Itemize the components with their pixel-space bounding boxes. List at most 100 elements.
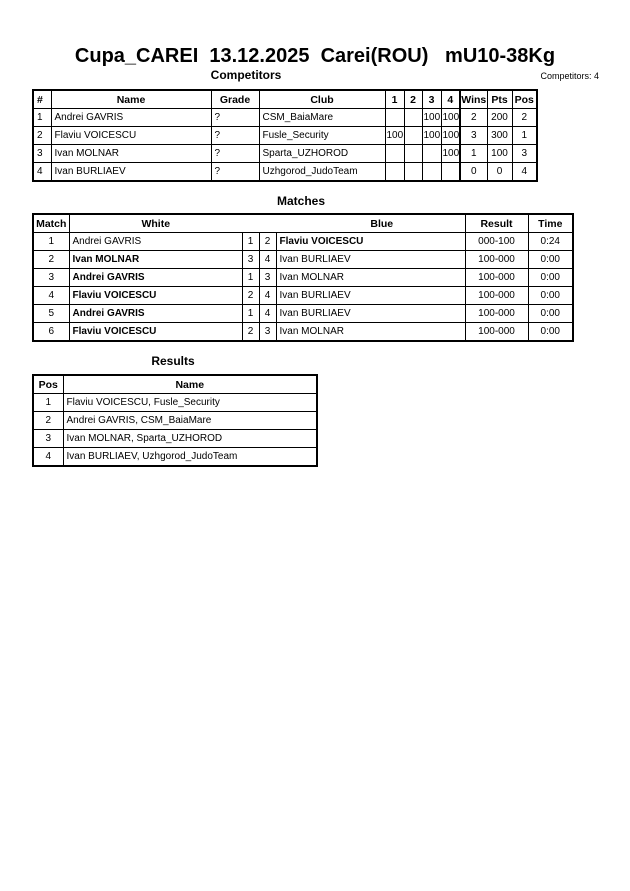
table-cell <box>421 162 442 182</box>
table-row: 2 Flaviu VOICESCU? Fusle_Security 100 100 100… <box>32 126 538 145</box>
white-index: 2 <box>241 322 260 342</box>
match-time: 0:00 <box>527 322 574 342</box>
col-header: Grade <box>210 89 260 109</box>
table-row: 3 Ivan MOLNAR? Sparta_UZHOROD 100 1 100 3 <box>32 144 538 163</box>
competitors-table: # Name Grade Club 1 2 3 4 Wins Pts Pos 1 Andrei GAV… <box>32 89 538 182</box>
match-result: 100-000 <box>464 322 529 342</box>
result-position: 4 <box>32 447 64 467</box>
table-cell: 1 <box>511 126 538 145</box>
blue-index: 4 <box>258 286 277 305</box>
match-time: 0:24 <box>527 232 574 251</box>
table-cell <box>403 108 423 127</box>
table-cell: 2 <box>32 126 52 145</box>
competitors-heading: Competitors <box>210 68 282 82</box>
result-position: 3 <box>32 429 64 448</box>
table-cell: ? <box>210 126 260 145</box>
result-position: 1 <box>32 393 64 412</box>
blue-player: Ivan MOLNAR <box>275 268 466 287</box>
table-row: 4 Flaviu VOICESCU 2 4 Ivan BURLIAEV 100-000 0:… <box>32 286 574 305</box>
result-name: Ivan MOLNAR, Sparta_UZHOROD <box>62 429 318 448</box>
result-name: Flaviu VOICESCU, Fusle_Security <box>62 393 318 412</box>
match-result: 100-000 <box>464 286 529 305</box>
table-cell: ? <box>210 162 260 182</box>
match-number: 6 <box>32 322 70 342</box>
blue-player: Ivan MOLNAR <box>275 322 466 342</box>
table-row: 5 Andrei GAVRIS 1 4 Ivan BURLIAEV 100-000 0:00 <box>32 304 574 323</box>
col-header: Club <box>258 89 386 109</box>
table-cell: 100 <box>440 144 461 163</box>
table-row: 3 Ivan MOLNAR, Sparta_UZHOROD <box>32 429 318 448</box>
table-cell: Ivan BURLIAEV <box>50 162 212 182</box>
table-cell: 4 <box>32 162 52 182</box>
table-cell: Andrei GAVRIS <box>50 108 212 127</box>
result-name: Ivan BURLIAEV, Uzhgorod_JudoTeam <box>62 447 318 467</box>
blue-player: Ivan BURLIAEV <box>275 304 466 323</box>
table-cell <box>384 144 405 163</box>
white-index: 1 <box>241 268 260 287</box>
white-index: 2 <box>241 286 260 305</box>
table-cell: 100 <box>440 108 461 127</box>
match-number: 2 <box>32 250 70 269</box>
white-player: Ivan MOLNAR <box>68 250 243 269</box>
table-cell: 1 <box>459 144 488 163</box>
matches-table: Match White Blue Result Time 1 Andrei GAV… <box>32 213 575 342</box>
table-cell: Ivan MOLNAR <box>50 144 212 163</box>
col-header: Pos <box>32 374 64 394</box>
col-header: 4 <box>440 89 461 109</box>
table-cell: 2 <box>459 108 488 127</box>
matches-heading: Matches <box>276 194 326 208</box>
col-header: Time <box>527 213 574 233</box>
table-cell: 2 <box>511 108 538 127</box>
table-cell: 0 <box>486 162 513 182</box>
col-header: Wins <box>459 89 488 109</box>
match-number: 4 <box>32 286 70 305</box>
competitors-count: Competitors: 4 <box>540 71 599 81</box>
table-cell: 3 <box>459 126 488 145</box>
table-cell <box>403 126 423 145</box>
page-title: Cupa_CAREI 13.12.2025 Carei(ROU) mU10-38… <box>74 45 556 67</box>
table-cell <box>384 108 405 127</box>
white-player: Andrei GAVRIS <box>68 304 243 323</box>
table-cell <box>384 162 405 182</box>
white-player: Flaviu VOICESCU <box>68 286 243 305</box>
col-header: 3 <box>421 89 442 109</box>
match-result: 100-000 <box>464 304 529 323</box>
table-row: 2 Ivan MOLNAR 3 4 Ivan BURLIAEV 100-000 0:00 <box>32 250 574 269</box>
match-result: 000-100 <box>464 232 529 251</box>
blue-index: 2 <box>258 232 277 251</box>
match-number: 1 <box>32 232 70 251</box>
white-player: Flaviu VOICESCU <box>68 322 243 342</box>
col-header: Name <box>50 89 212 109</box>
col-header: White <box>68 213 242 233</box>
table-cell <box>421 144 442 163</box>
white-player: Andrei GAVRIS <box>68 268 243 287</box>
table-row: 4 Ivan BURLIAEV, Uzhgorod_JudoTeam <box>32 447 318 467</box>
table-row: 3 Andrei GAVRIS 1 3 Ivan MOLNAR 100-000 0:00 <box>32 268 574 287</box>
result-name: Andrei GAVRIS, CSM_BaiaMare <box>62 411 318 430</box>
table-cell: 3 <box>511 144 538 163</box>
table-cell: 100 <box>440 126 461 145</box>
blue-player: Ivan BURLIAEV <box>275 250 466 269</box>
col-header: Result <box>464 213 529 233</box>
col-header: Blue <box>242 213 466 233</box>
col-header: 2 <box>403 89 423 109</box>
results-table: Pos Name 1 Flaviu VOICESCU, Fusle_Securit… <box>32 374 318 467</box>
results-heading: Results <box>151 354 195 368</box>
table-cell: ? <box>210 144 260 163</box>
table-cell <box>440 162 461 182</box>
table-cell: 200 <box>486 108 513 127</box>
match-time: 0:00 <box>527 268 574 287</box>
col-header: Pos <box>511 89 538 109</box>
table-row: 1 Flaviu VOICESCU, Fusle_Security <box>32 393 318 412</box>
table-row: 4 Ivan BURLIAEV? Uzhgorod_JudoTeam 0 0 4 <box>32 162 538 182</box>
table-row: 2 Andrei GAVRIS, CSM_BaiaMare <box>32 411 318 430</box>
match-time: 0:00 <box>527 250 574 269</box>
table-cell: 100 <box>421 108 442 127</box>
col-header: Match <box>32 213 70 233</box>
table-cell: 100 <box>421 126 442 145</box>
table-cell: 0 <box>459 162 488 182</box>
col-header: Pts <box>486 89 513 109</box>
blue-player: Ivan BURLIAEV <box>275 286 466 305</box>
table-cell: 3 <box>32 144 52 163</box>
